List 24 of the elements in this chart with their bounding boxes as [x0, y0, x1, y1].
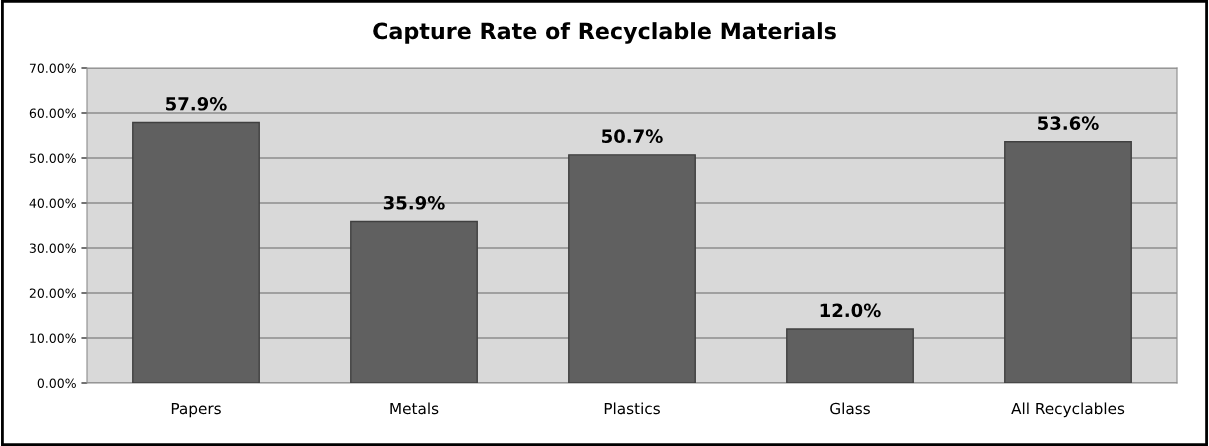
y-tick-label: 70.00% — [29, 63, 76, 73]
data-label: 50.7% — [602, 129, 663, 144]
chart-title: Capture Rate of Recyclable Materials — [373, 22, 836, 44]
x-tick-label: Glass — [830, 402, 870, 415]
bar — [568, 154, 696, 383]
x-tick-label: All Recyclables — [1011, 402, 1125, 418]
y-tick-label: 20.00% — [29, 288, 76, 298]
bar — [132, 121, 260, 383]
y-tick-label: 40.00% — [29, 198, 76, 208]
data-label: 57.9% — [166, 96, 227, 111]
y-tick-label: 30.00% — [29, 243, 76, 253]
x-tick-label: Papers — [171, 402, 221, 418]
bar — [350, 220, 478, 383]
x-tick-label: Plastics — [604, 402, 660, 415]
data-label: 53.6% — [1038, 116, 1099, 130]
bar — [1004, 141, 1132, 383]
y-tick-label: 0.00% — [37, 378, 76, 388]
bar — [786, 328, 914, 383]
data-label: 35.9% — [383, 195, 445, 210]
y-tick-label: 50.00% — [29, 153, 76, 163]
y-tick-label: 10.00% — [30, 333, 76, 343]
data-label: 12.0% — [820, 303, 881, 318]
y-tick-label: 60.00% — [29, 108, 76, 118]
x-tick-label: Metals — [390, 402, 439, 415]
